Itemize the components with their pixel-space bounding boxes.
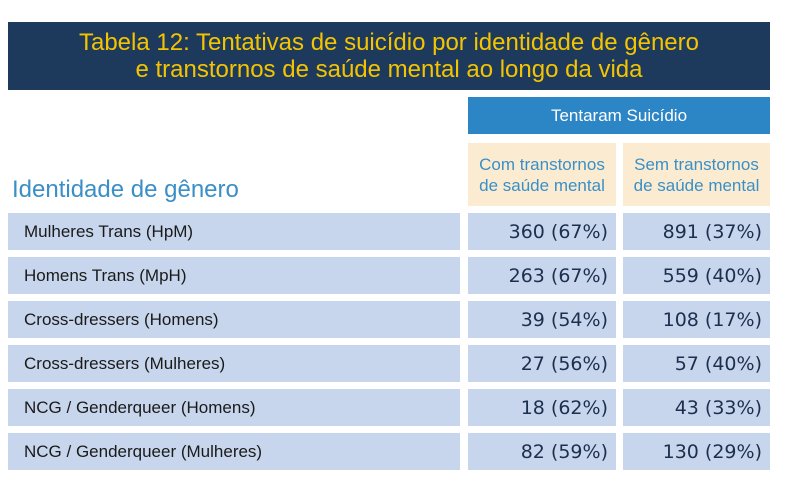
table-row: NCG / Genderqueer (Homens) 18 (62%) 43 (…	[8, 389, 770, 426]
value-with-disorders: 39 (54%)	[468, 301, 616, 338]
row-label: Homens Trans (MpH)	[8, 257, 460, 294]
value-with-disorders: 18 (62%)	[468, 389, 616, 426]
group-header-attempted-suicide: Tentaram Suicídio	[468, 97, 770, 134]
column-header-line: Sem transtornos	[634, 154, 759, 174]
row-header-gender-identity: Identidade de gênero	[12, 176, 239, 203]
value-with-disorders: 360 (67%)	[468, 213, 616, 250]
column-header-without-disorders: Sem transtornos de saúde mental	[623, 143, 770, 206]
row-label: Mulheres Trans (HpM)	[8, 213, 460, 250]
value-without-disorders: 891 (37%)	[623, 213, 770, 250]
value-without-disorders: 559 (40%)	[623, 257, 770, 294]
value-without-disorders: 43 (33%)	[623, 389, 770, 426]
row-label: NCG / Genderqueer (Mulheres)	[8, 433, 460, 470]
row-label: Cross-dressers (Homens)	[8, 301, 460, 338]
table-row: NCG / Genderqueer (Mulheres) 82 (59%) 13…	[8, 433, 770, 470]
table-title-line-2: e transtornos de saúde mental ao longo d…	[135, 56, 643, 83]
value-without-disorders: 130 (29%)	[623, 433, 770, 470]
value-with-disorders: 82 (59%)	[468, 433, 616, 470]
table-row: Mulheres Trans (HpM) 360 (67%) 891 (37%)	[8, 213, 770, 250]
value-with-disorders: 263 (67%)	[468, 257, 616, 294]
column-header-line: de saúde mental	[633, 175, 760, 195]
column-header-line: de saúde mental	[479, 175, 605, 195]
table-title-line-1: Tabela 12: Tentativas de suicídio por id…	[78, 29, 699, 56]
column-header-with-disorders: Com transtornos de saúde mental	[468, 143, 616, 206]
row-label: NCG / Genderqueer (Homens)	[8, 389, 460, 426]
table-row: Cross-dressers (Homens) 39 (54%) 108 (17…	[8, 301, 770, 338]
row-label: Cross-dressers (Mulheres)	[8, 345, 460, 382]
table-row: Cross-dressers (Mulheres) 27 (56%) 57 (4…	[8, 345, 770, 382]
table-row: Homens Trans (MpH) 263 (67%) 559 (40%)	[8, 257, 770, 294]
column-header-line: Com transtornos	[479, 154, 605, 174]
value-with-disorders: 27 (56%)	[468, 345, 616, 382]
value-without-disorders: 108 (17%)	[623, 301, 770, 338]
table-title: Tabela 12: Tentativas de suicídio por id…	[8, 22, 770, 90]
value-without-disorders: 57 (40%)	[623, 345, 770, 382]
